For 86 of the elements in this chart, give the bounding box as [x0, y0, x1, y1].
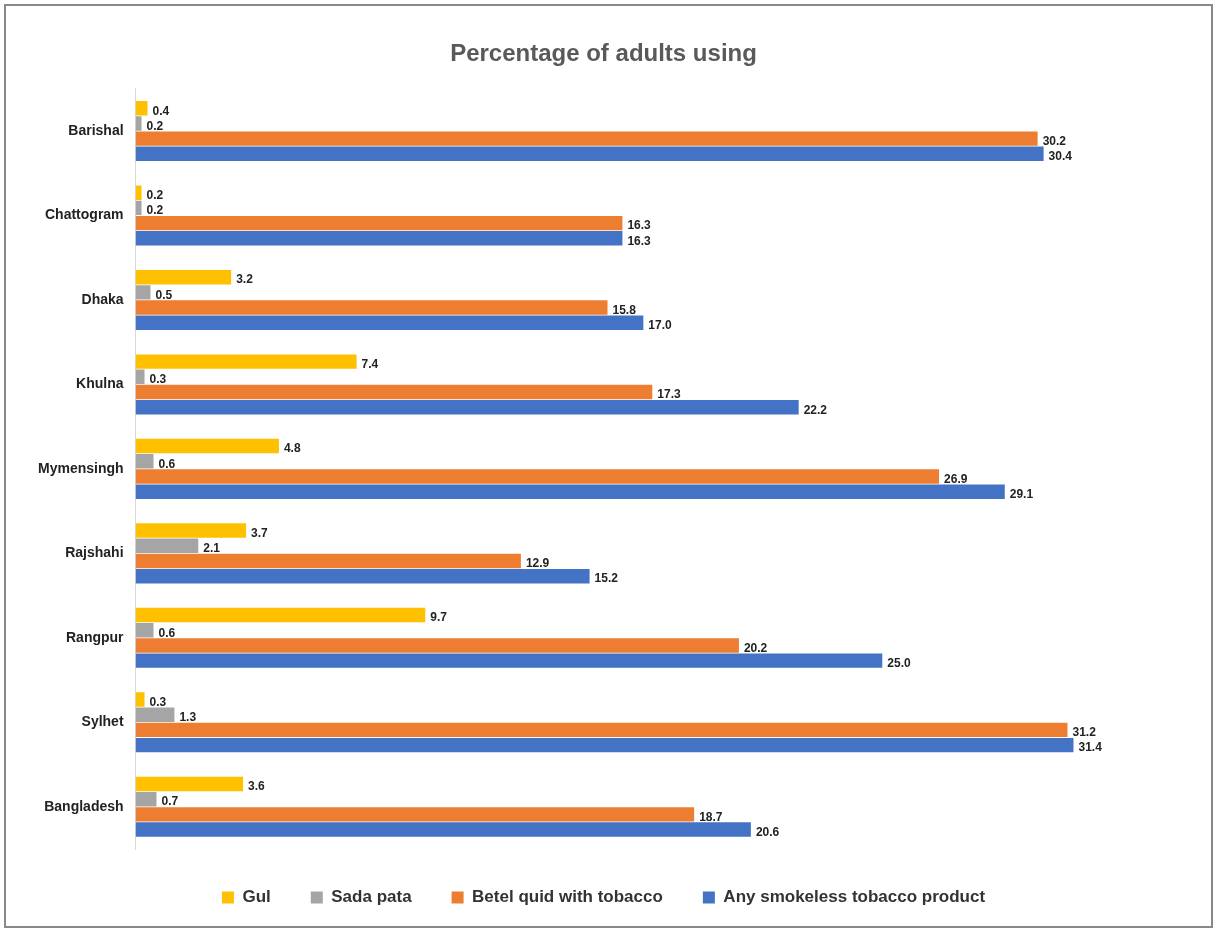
data-label: 2.1: [203, 541, 221, 556]
bar: [135, 101, 148, 116]
bar: [135, 269, 232, 285]
bar: [135, 215, 623, 231]
data-label: 3.2: [236, 272, 254, 287]
y-tick-label: Rajshahi: [65, 544, 124, 561]
bar: [135, 131, 1038, 146]
data-label: 0.2: [146, 188, 164, 203]
data-label: 4.8: [283, 441, 301, 456]
data-label: 26.9: [944, 471, 968, 486]
y-tick-label: Chattogram: [45, 206, 124, 223]
bar: [135, 737, 1074, 753]
data-label: 16.3: [627, 233, 652, 248]
y-tick-label: Dhaka: [81, 290, 124, 307]
bar: [135, 638, 739, 653]
bar: [135, 369, 145, 385]
y-tick-label: Sylhet: [81, 713, 124, 730]
bar: [135, 523, 247, 538]
data-label: 3.7: [251, 525, 269, 540]
data-label: 22.2: [803, 402, 828, 417]
bar: [135, 315, 644, 330]
data-label: 3.6: [248, 779, 266, 794]
bar: [135, 285, 151, 300]
legend-label: Betel quid with tobacco: [472, 887, 663, 907]
data-label: 30.4: [1048, 149, 1073, 164]
data-label: 0.6: [158, 625, 176, 640]
bar: [135, 653, 883, 668]
bar: [135, 200, 142, 216]
bar: [135, 438, 279, 454]
bar: [135, 607, 426, 623]
data-label: 17.3: [657, 387, 681, 402]
data-label: 31.4: [1078, 740, 1103, 755]
bar: [135, 807, 695, 822]
bar: [135, 185, 142, 200]
data-label: 0.3: [149, 694, 167, 709]
y-tick-label: Bangladesh: [44, 797, 124, 814]
data-label: 0.4: [152, 103, 170, 118]
bar: [135, 791, 157, 807]
data-label: 0.7: [161, 794, 179, 809]
bar: [135, 553, 521, 569]
data-label: 0.2: [146, 203, 164, 218]
bar: [135, 484, 1005, 499]
bar: [135, 116, 142, 131]
legend-label: Sada pata: [331, 887, 413, 907]
y-tick-label: Mymensingh: [37, 459, 124, 476]
data-label: 30.2: [1042, 133, 1067, 148]
data-label: 0.2: [146, 118, 164, 133]
data-label: 7.4: [361, 356, 379, 371]
bar: [135, 538, 199, 553]
bar: [135, 454, 154, 469]
data-label: 0.6: [158, 456, 176, 471]
data-label: 29.1: [1009, 487, 1034, 502]
bar: [135, 707, 175, 722]
y-tick-label: Rangpur: [66, 628, 125, 645]
bar: [135, 469, 940, 484]
y-tick-label: Barishal: [68, 121, 124, 138]
bar: [135, 822, 751, 837]
legend-label: Gul: [242, 887, 271, 907]
data-label: 18.7: [699, 809, 723, 824]
bar: [135, 146, 1044, 162]
bar: [135, 776, 244, 792]
bar: [135, 692, 145, 707]
bar: [135, 623, 154, 638]
data-label: 25.0: [887, 655, 911, 670]
data-label: 1.3: [179, 710, 197, 725]
bar: [135, 400, 799, 415]
data-label: 0.3: [149, 372, 167, 387]
y-tick-label: Khulna: [76, 375, 124, 392]
data-label: 20.2: [743, 640, 768, 655]
data-label: 20.6: [755, 824, 780, 839]
bar: [135, 300, 608, 315]
bar: [135, 722, 1068, 738]
bar: [135, 354, 357, 369]
data-label: 16.3: [627, 218, 652, 233]
bar: [135, 231, 623, 246]
data-label: 12.9: [525, 556, 550, 571]
data-label: 17.0: [648, 318, 673, 333]
data-label: 15.8: [612, 302, 637, 317]
data-label: 9.7: [430, 610, 448, 625]
legend-label: Any smokeless tobacco product: [723, 887, 986, 907]
data-label: 0.5: [155, 287, 173, 302]
bar: [135, 384, 653, 400]
chart-title: Percentage of adults using: [450, 39, 757, 67]
bar: [135, 568, 590, 584]
data-label: 31.2: [1072, 725, 1097, 740]
data-label: 15.2: [594, 571, 619, 586]
